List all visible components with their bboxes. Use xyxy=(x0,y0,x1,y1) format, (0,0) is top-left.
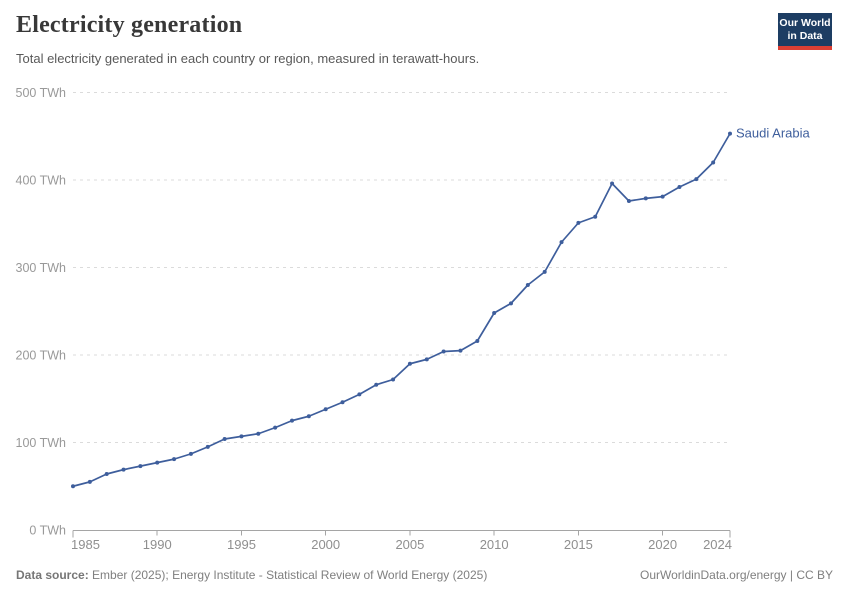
svg-text:1995: 1995 xyxy=(227,537,256,552)
svg-text:1990: 1990 xyxy=(143,537,172,552)
x-axis-labels: 1985 1990 1995 2000 2005 2010 2015 2020 2024 xyxy=(71,537,732,552)
data-points xyxy=(71,131,732,489)
series-line xyxy=(72,132,731,488)
owid-logo[interactable]: Our World in Data xyxy=(778,13,832,50)
svg-text:300 TWh: 300 TWh xyxy=(16,261,67,275)
svg-text:2000: 2000 xyxy=(311,537,340,552)
y-axis-labels: 0 TWh 100 TWh 200 TWh 300 TWh 400 TWh 500 TWh xyxy=(16,86,67,538)
logo-line-2: in Data xyxy=(787,29,823,42)
svg-text:200 TWh: 200 TWh xyxy=(16,349,67,363)
x-axis xyxy=(72,530,731,538)
svg-text:2020: 2020 xyxy=(648,537,677,552)
chart-footer: Data source: Ember (2025); Energy Instit… xyxy=(16,568,833,582)
svg-text:400 TWh: 400 TWh xyxy=(16,174,67,188)
svg-text:2015: 2015 xyxy=(564,537,593,552)
entity-label[interactable]: Saudi Arabia xyxy=(736,126,810,141)
svg-text:1985: 1985 xyxy=(71,537,100,552)
y-gridlines xyxy=(73,92,730,443)
svg-text:2010: 2010 xyxy=(480,537,509,552)
data-source-text: Ember (2025); Energy Institute - Statist… xyxy=(88,568,488,582)
svg-text:500 TWh: 500 TWh xyxy=(16,86,67,100)
svg-text:2005: 2005 xyxy=(395,537,424,552)
license-link[interactable]: OurWorldinData.org/energy | CC BY xyxy=(640,568,833,582)
data-source-label: Data source: xyxy=(16,568,89,582)
svg-text:2024: 2024 xyxy=(703,537,732,552)
logo-line-1: Our World xyxy=(779,16,831,29)
svg-text:100 TWh: 100 TWh xyxy=(16,436,67,450)
page-title: Electricity generation xyxy=(16,12,243,38)
data-source: Data source: Ember (2025); Energy Instit… xyxy=(16,568,487,582)
svg-text:0 TWh: 0 TWh xyxy=(29,524,66,538)
chart-subtitle: Total electricity generated in each coun… xyxy=(16,51,480,66)
